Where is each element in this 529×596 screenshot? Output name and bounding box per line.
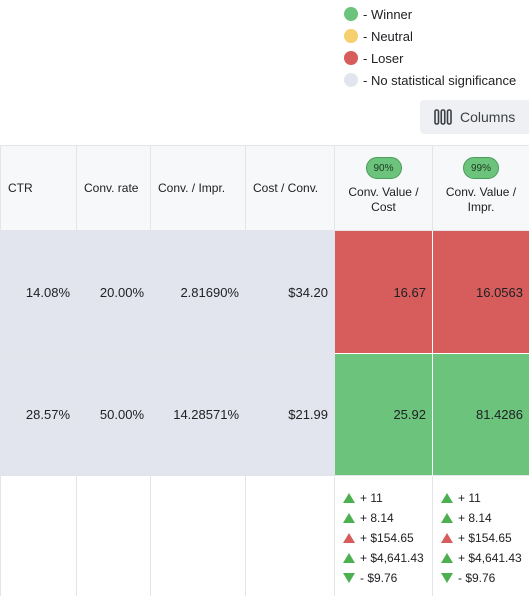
legend-winner: - Winner [344,3,516,25]
cell-deltas-conv-value-cost: + 11 + 8.14 + $154.65 + $4,641.43 - $9.7… [335,476,433,596]
cell-ctr: 28.57% [0,354,77,476]
no-significance-dot-icon [344,73,358,87]
delta-item: + $4,641.43 [441,548,529,568]
neutral-dot-icon [344,29,358,43]
columns-icon [434,109,452,125]
header-conv-value-cost[interactable]: 90% Conv. Value / Cost [335,145,433,231]
columns-button-label: Columns [460,109,516,125]
delta-item: + 11 [343,488,432,508]
header-label: Conv. rate [84,181,139,195]
cell-empty [0,476,77,596]
header-conv-value-impr[interactable]: 99% Conv. Value / Impr. [433,145,529,231]
delta-item: + 8.14 [343,508,432,528]
legend-label: - No statistical significance [363,72,517,88]
columns-button[interactable]: Columns [420,100,529,134]
header-ctr[interactable]: CTR [0,145,77,231]
cell-conv-rate: 20.00% [77,231,151,354]
cell-deltas-conv-value-impr: + 11 + 8.14 + $154.65 + $4,641.43 - $9.7… [433,476,529,596]
header-label: Conv. / Impr. [158,181,226,195]
header-label: Cost / Conv. [253,181,319,195]
triangle-up-icon [343,553,355,563]
legend-label: - Loser [363,50,404,66]
winner-dot-icon [344,7,358,21]
header-label: Conv. Value / Cost [348,185,419,214]
cell-conv-value-cost-loser: 16.67 [335,231,433,354]
loser-dot-icon [344,51,358,65]
triangle-up-icon [441,513,453,523]
delta-item: + $4,641.43 [343,548,432,568]
legend-neutral: - Neutral [344,25,516,47]
cell-conv-value-impr-loser: 16.0563 [433,231,529,354]
triangle-up-icon [441,493,453,503]
delta-item: + 11 [441,488,529,508]
confidence-badge: 99% [463,157,499,179]
triangle-up-icon [343,533,355,543]
triangle-up-icon [343,493,355,503]
confidence-badge: 90% [365,157,402,179]
header-cost-conv[interactable]: Cost / Conv. [246,145,335,231]
legend-loser: - Loser [344,47,516,69]
triangle-up-icon [343,513,355,523]
cell-cost-conv: $21.99 [246,354,335,476]
delta-item: - $9.76 [343,568,432,588]
cell-conv-value-cost-winner: 25.92 [335,354,433,476]
delta-item: + $154.65 [441,528,529,548]
legend: - Winner - Neutral - Loser - No statisti… [344,3,516,91]
legend-no-significance: - No statistical significance [344,69,516,91]
cell-empty [246,476,335,596]
cell-conv-rate: 50.00% [77,354,151,476]
legend-label: - Neutral [363,28,413,44]
header-label: CTR [8,181,33,195]
delta-item: + $154.65 [343,528,432,548]
comparison-table: CTR Conv. rate Conv. / Impr. Cost / Conv… [0,145,529,596]
legend-label: - Winner [363,6,413,22]
delta-item: + 8.14 [441,508,529,528]
cell-conv-value-impr-winner: 81.4286 [433,354,529,476]
triangle-up-icon [441,533,453,543]
triangle-down-icon [343,573,355,583]
header-label: Conv. Value / Impr. [445,185,517,214]
cell-ctr: 14.08% [0,231,77,354]
cell-empty [151,476,246,596]
triangle-up-icon [441,553,453,563]
header-conv-rate[interactable]: Conv. rate [77,145,151,231]
cell-empty [77,476,151,596]
cell-cost-conv: $34.20 [246,231,335,354]
delta-item: - $9.76 [441,568,529,588]
cell-conv-impr: 2.81690% [151,231,246,354]
header-conv-impr[interactable]: Conv. / Impr. [151,145,246,231]
triangle-down-icon [441,573,453,583]
cell-conv-impr: 14.28571% [151,354,246,476]
